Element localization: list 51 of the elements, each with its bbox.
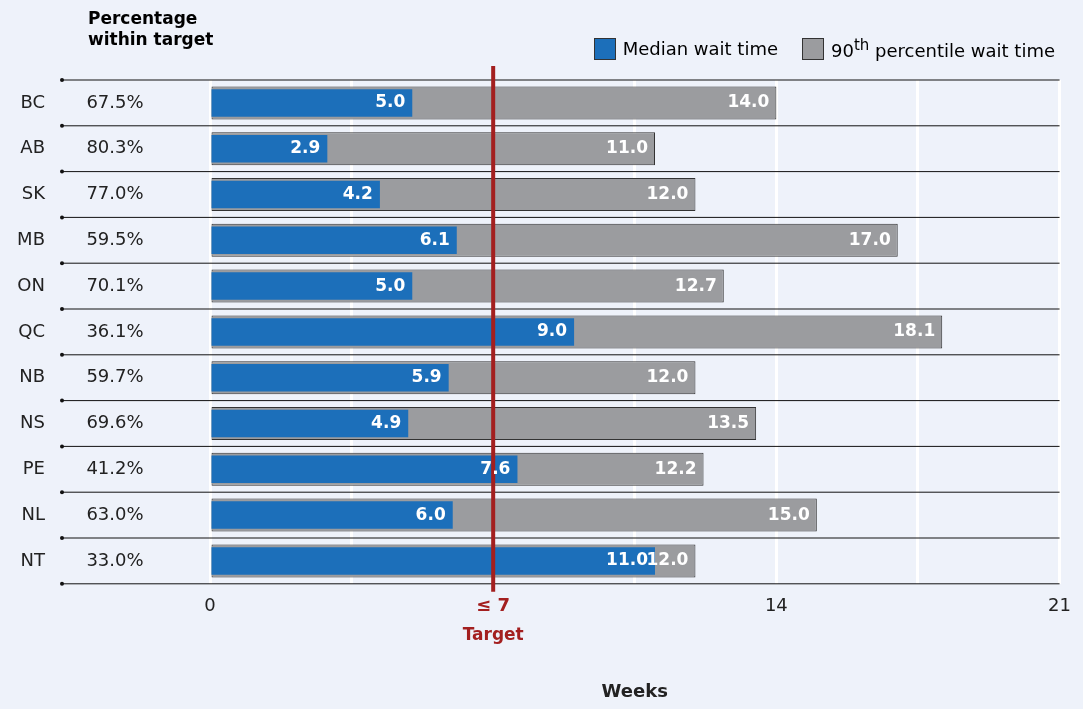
y-tick-label: NS <box>20 411 45 433</box>
text: 80.3% <box>86 136 144 158</box>
data-label: 17.0 <box>848 228 891 249</box>
y-tick-label: AB <box>20 136 45 158</box>
data-label: 13.5 <box>707 411 750 432</box>
data-label: 4.9 <box>371 411 402 432</box>
y-tick-label: QC <box>18 319 45 341</box>
data-label: 12.0 <box>646 182 689 203</box>
data-label: 5.9 <box>411 366 442 387</box>
data-label: 6.0 <box>415 503 446 524</box>
text: 41.2% <box>86 456 144 478</box>
y-tick-label: PE <box>22 456 45 478</box>
data-label: 18.1 <box>893 320 936 341</box>
data-label: 5.0 <box>375 274 406 295</box>
x-tick-label: 14 <box>764 594 788 616</box>
data-label: 14.0 <box>727 91 770 112</box>
text: 77.0% <box>86 182 144 204</box>
text: 70.1% <box>86 273 144 295</box>
data-label: 9.0 <box>536 320 568 341</box>
data-label: 11.0 <box>606 549 649 570</box>
data-label: 4.2 <box>342 182 373 203</box>
x-tick-label: 21 <box>1048 594 1071 616</box>
x-tick-label: ≤ 7 <box>476 594 511 616</box>
y-axis-title: Percentage within target <box>88 8 215 50</box>
text: 33.0% <box>86 548 144 570</box>
y-tick-label: NT <box>20 548 46 570</box>
text: 59.7% <box>86 365 144 387</box>
y-tick-label: NL <box>21 502 45 524</box>
y-tick-label: MB <box>17 227 45 249</box>
legend-label: Median wait time <box>622 38 779 59</box>
legend-label: 90$^{th}$ percentile wait time <box>831 36 1055 61</box>
text: 69.6% <box>86 411 144 433</box>
y-tick-label: SK <box>21 182 47 204</box>
data-label: 5.0 <box>375 91 406 112</box>
ref-line-label: Target <box>462 624 524 645</box>
y-tick-label: BC <box>20 90 45 112</box>
data-label: 12.7 <box>674 274 717 295</box>
data-label: 12.2 <box>654 457 697 478</box>
x-axis-title: Weeks <box>601 679 668 701</box>
x-tick-label: 0 <box>204 594 216 616</box>
y-tick-label: NB <box>19 365 45 387</box>
text: 59.5% <box>86 227 144 249</box>
text: 67.5% <box>86 90 144 112</box>
data-label: 12.0 <box>646 366 689 387</box>
data-label: 11.0 <box>606 137 649 158</box>
text: 63.0% <box>86 502 144 524</box>
data-label: 6.1 <box>419 228 450 249</box>
y-tick-label: ON <box>17 273 45 295</box>
data-label: 15.0 <box>767 503 810 524</box>
text: 36.1% <box>86 319 144 341</box>
data-label: 2.9 <box>290 137 321 158</box>
